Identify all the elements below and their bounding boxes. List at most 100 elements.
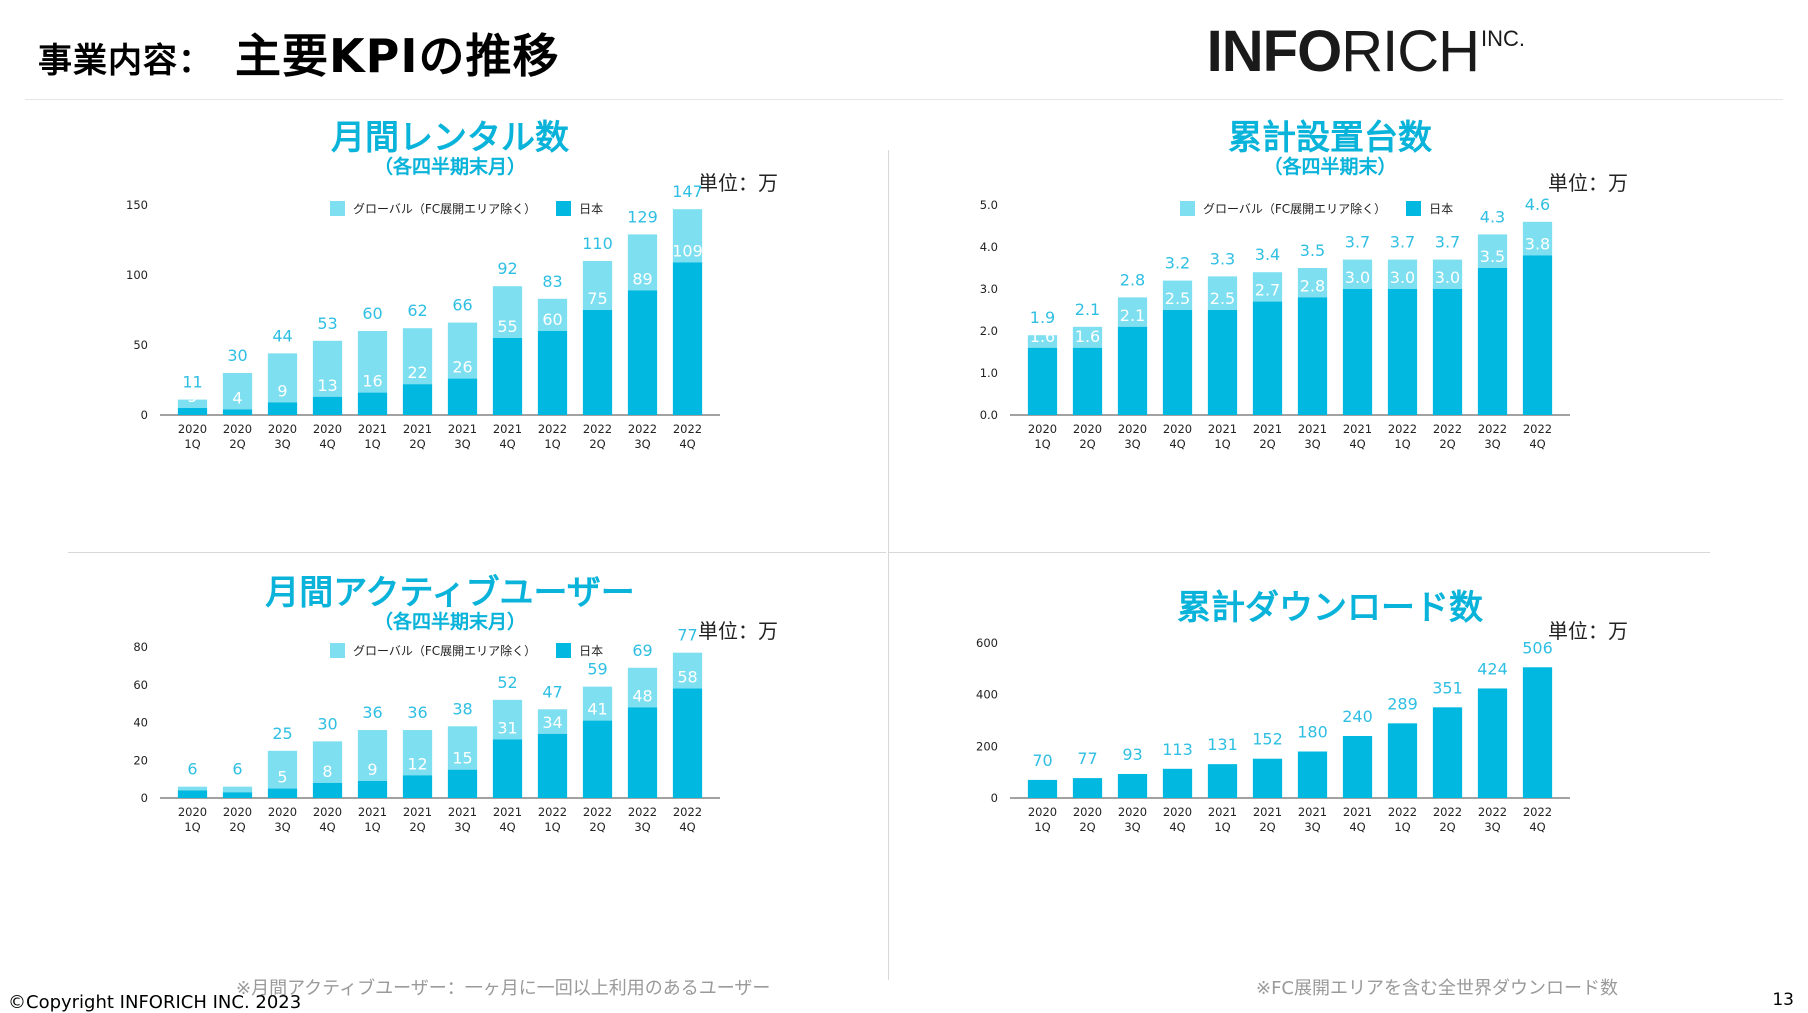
installations-title: 累計設置台数: [1228, 118, 1432, 158]
active-users-title: 月間アクティブユーザー: [265, 573, 635, 613]
bar-japan: [1297, 297, 1328, 415]
header-rule: [25, 99, 1783, 100]
data-label-japan: 48: [632, 686, 652, 705]
bar-global: [312, 340, 343, 397]
data-label-total: 3.7: [1390, 233, 1415, 252]
data-label-total: 47: [542, 682, 562, 701]
x-tick-label: 2021: [1208, 422, 1237, 436]
bar-global: [1342, 259, 1373, 289]
x-tick-label: 2Q: [589, 820, 605, 834]
data-label-japan: 58: [677, 668, 697, 687]
y-tick-label: 80: [133, 640, 148, 654]
data-label-downloads: 113: [1162, 740, 1193, 759]
x-tick-label: 3Q: [634, 820, 650, 834]
data-label-total: 59: [587, 660, 607, 679]
data-label-total: 1.9: [1030, 308, 1055, 327]
data-label-japan: 9: [277, 381, 287, 400]
bar-global: [447, 322, 478, 379]
bar-japan: [177, 790, 208, 798]
x-tick-label: 3Q: [1304, 437, 1320, 451]
x-tick-label: 2Q: [229, 820, 245, 834]
data-label-downloads: 289: [1387, 694, 1418, 713]
bar-japan: [402, 775, 433, 798]
bar-japan: [627, 290, 658, 415]
x-tick-label: 1Q: [1214, 820, 1230, 834]
x-tick-label: 4Q: [1529, 437, 1545, 451]
data-label-japan: 5: [277, 768, 287, 787]
x-tick-label: 2021: [448, 422, 477, 436]
x-tick-label: 1Q: [184, 437, 200, 451]
bar-global: [1072, 326, 1103, 348]
data-label-japan: 13: [317, 376, 337, 395]
bar-global: [1117, 297, 1148, 327]
bar-japan: [492, 739, 523, 798]
y-tick-label: 2.0: [980, 324, 998, 338]
x-tick-label: 2021: [1298, 805, 1327, 819]
x-tick-label: 4Q: [319, 820, 335, 834]
data-label-japan: 2.1: [1120, 306, 1145, 325]
x-tick-label: 2020: [1073, 805, 1102, 819]
bar-global: [672, 209, 703, 263]
x-tick-label: 2020: [223, 422, 252, 436]
data-label-downloads: 351: [1432, 678, 1463, 697]
data-label-japan: 3.5: [1480, 247, 1505, 266]
data-label-total: 77: [677, 626, 697, 645]
x-tick-label: 3Q: [454, 820, 470, 834]
data-label-total: 4.6: [1525, 195, 1550, 214]
x-tick-label: 2020: [268, 805, 297, 819]
data-label-japan: 15: [452, 749, 472, 768]
data-label-total: 147: [672, 182, 703, 201]
data-label-total: 92: [497, 259, 517, 278]
bar-japan: [1342, 289, 1373, 415]
installations-legend: グローバル（FC展開エリア除く） 日本: [1180, 200, 1473, 217]
x-tick-label: 2022: [1523, 805, 1552, 819]
data-label-japan: 12: [407, 754, 427, 773]
x-tick-label: 2022: [1478, 422, 1507, 436]
y-tick-label: 150: [126, 198, 148, 212]
legend-swatch-global: [1180, 201, 1195, 216]
data-label-japan: 31: [497, 718, 517, 737]
data-label-total: 44: [272, 326, 292, 345]
bar-japan: [357, 392, 388, 415]
rentals-unit: 単位：万: [698, 171, 778, 195]
data-label-japan: 60: [542, 310, 562, 329]
legend-japan: 日本: [556, 642, 603, 659]
bar-downloads: [1342, 736, 1373, 798]
x-tick-label: 2Q: [1439, 820, 1455, 834]
x-tick-label: 4Q: [1529, 820, 1545, 834]
data-label-downloads: 70: [1032, 751, 1052, 770]
data-label-total: 2.8: [1120, 270, 1145, 289]
x-tick-label: 1Q: [1034, 437, 1050, 451]
y-tick-label: 100: [126, 268, 148, 282]
x-tick-label: 2022: [1388, 805, 1417, 819]
page-number: 13: [1772, 990, 1794, 1010]
y-tick-label: 60: [133, 678, 148, 692]
x-tick-label: 1Q: [1034, 820, 1050, 834]
y-tick-label: 0: [141, 408, 148, 422]
bar-downloads: [1522, 667, 1553, 798]
bar-japan: [672, 688, 703, 798]
panel-divider-vertical: [888, 150, 889, 980]
data-label-japan: 3.8: [1525, 234, 1550, 253]
x-tick-label: 2Q: [1079, 437, 1095, 451]
data-label-japan: 1.6: [1075, 327, 1100, 346]
y-tick-label: 600: [976, 636, 998, 650]
bar-global: [627, 667, 658, 708]
bar-downloads: [1387, 723, 1418, 798]
x-tick-label: 3Q: [454, 437, 470, 451]
bar-japan: [267, 788, 298, 798]
x-tick-label: 4Q: [1169, 820, 1185, 834]
data-label-japan: 9: [367, 760, 377, 779]
bar-global: [177, 786, 208, 791]
x-tick-label: 2Q: [1259, 820, 1275, 834]
data-label-total: 30: [227, 346, 247, 365]
downloads-title: 累計ダウンロード数: [1177, 588, 1483, 628]
rentals-chart: 05010015051120201Q43020202Q94420203Q1353…: [126, 182, 720, 451]
x-tick-label: 2020: [1118, 422, 1147, 436]
bar-global: [357, 331, 388, 393]
x-tick-label: 4Q: [1349, 820, 1365, 834]
data-label-japan: 5: [187, 387, 197, 406]
data-label-total: 38: [452, 699, 472, 718]
x-tick-label: 2020: [223, 805, 252, 819]
data-label-japan: 41: [587, 700, 607, 719]
